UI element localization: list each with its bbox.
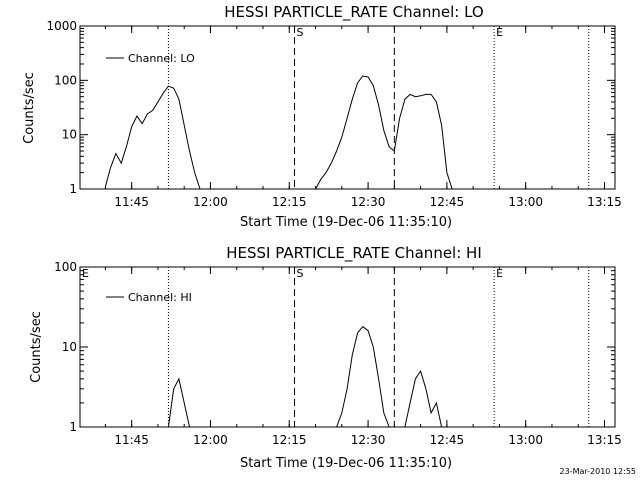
corner-marker-hi: E <box>82 267 89 280</box>
x-tick-label: 12:45 <box>430 433 465 447</box>
x-tick-label: 13:00 <box>508 433 543 447</box>
y-tick-label: 10 <box>62 340 77 354</box>
x-tick-label: 12:30 <box>351 195 386 209</box>
y-axis-label-lo: Counts/sec <box>22 72 37 144</box>
y-tick-label: 10 <box>62 128 77 142</box>
series-line <box>104 85 201 190</box>
x-tick-label: 13:15 <box>587 433 622 447</box>
date-stamp: 23-Mar-2010 12:55 <box>560 467 637 476</box>
x-tick-label: 13:15 <box>587 195 622 209</box>
series-line <box>336 325 390 428</box>
series-line <box>404 369 443 428</box>
y-axis-label-hi: Counts/sec <box>29 311 44 383</box>
x-tick-label: 12:45 <box>430 195 465 209</box>
x-tick-label: 12:15 <box>272 195 307 209</box>
marks-hi: 11:45 12:00 12:15 12:30 12:45 13:00 13:15 1 10 10… <box>54 260 622 447</box>
plot-frame-lo <box>79 25 616 190</box>
x-tick-label: 13:00 <box>508 195 543 209</box>
chart-title-lo: HESSI PARTICLE_RATE Channel: LO <box>224 3 483 22</box>
y-tick-label: 100 <box>54 73 77 87</box>
legend-label-hi: Channel: HI <box>128 291 192 304</box>
x-tick-label: 12:30 <box>351 433 386 447</box>
y-tick-label: 1 <box>69 182 77 196</box>
annotation-label: E <box>496 26 503 39</box>
x-tick-label: 12:15 <box>272 433 307 447</box>
annotation-label: E <box>496 267 503 280</box>
legend-lo: Channel: LO <box>106 52 195 65</box>
x-tick-label: 11:45 <box>114 195 149 209</box>
y-tick-label: 1 <box>69 420 77 434</box>
series-line <box>167 377 190 428</box>
panel-lo: HESSI PARTICLE_RATE Channel: LO 11:45 12:… <box>22 3 622 230</box>
legend-hi: Channel: HI <box>106 291 192 304</box>
marks-lo: 11:45 12:00 12:15 12:30 12:45 13:00 13:15 1 10 10… <box>46 19 621 209</box>
x-tick-label: 12:00 <box>193 195 228 209</box>
y-tick-label: 100 <box>54 260 77 274</box>
chart-title-hi: HESSI PARTICLE_RATE Channel: HI <box>226 244 482 263</box>
x-tick-label: 11:45 <box>114 433 149 447</box>
x-axis-label-hi: Start Time (19-Dec-06 11:35:10) <box>240 456 452 471</box>
panel-hi: HESSI PARTICLE_RATE Channel: HI 11:45 12:… <box>29 244 622 471</box>
legend-label-lo: Channel: LO <box>128 52 195 65</box>
x-axis-label-lo: Start Time (19-Dec-06 11:35:10) <box>240 215 452 230</box>
y-tick-label: 1000 <box>46 19 77 33</box>
annotation-label: S <box>297 267 304 280</box>
x-tick-label: 12:00 <box>193 433 228 447</box>
series-line <box>315 75 453 190</box>
annotation-label: S <box>297 26 304 39</box>
